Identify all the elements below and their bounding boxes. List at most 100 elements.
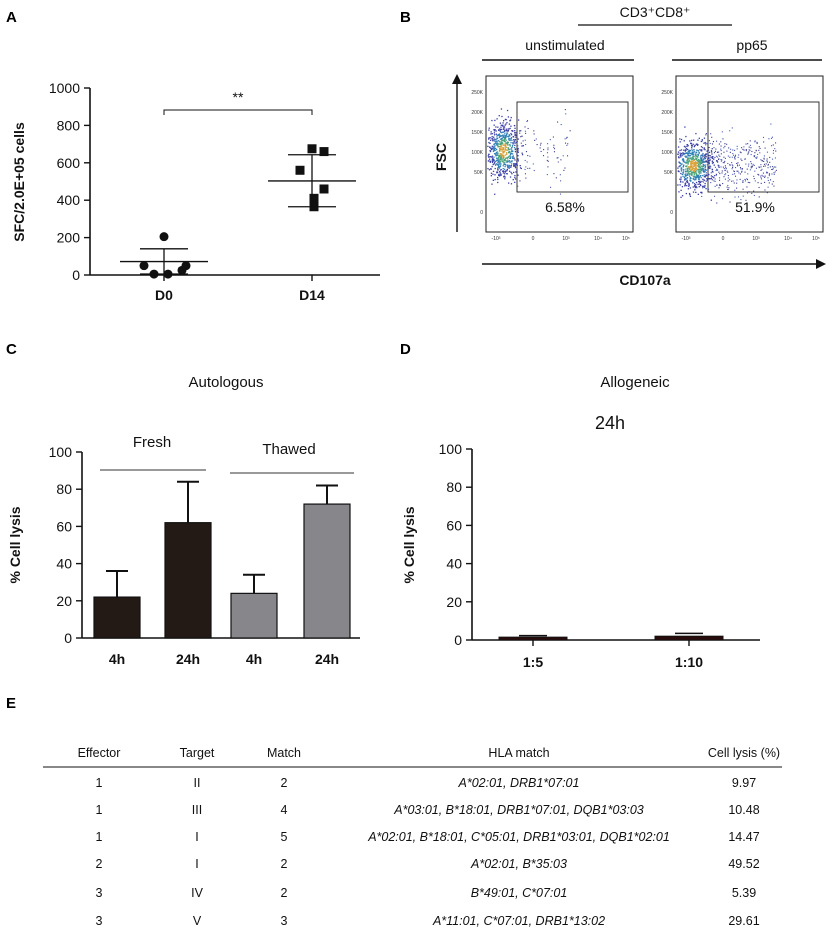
flow-event (689, 194, 691, 196)
flow-event (496, 118, 498, 120)
flow-event (708, 167, 710, 169)
flow-event (727, 155, 729, 157)
flow-event (739, 178, 741, 180)
panel-d-y-tick-label: 60 (446, 517, 462, 533)
table-header-cell: Effector (78, 746, 121, 760)
flow-event (730, 180, 733, 182)
flow-event (691, 146, 693, 148)
flow-event (519, 164, 521, 167)
flow-event (686, 148, 689, 151)
flow-event (732, 149, 734, 151)
flow-event (752, 163, 754, 165)
flow-event (495, 152, 497, 155)
flow-event (509, 135, 511, 137)
flow-event (713, 147, 715, 149)
flow-event (749, 182, 751, 184)
flow-event (505, 128, 507, 130)
flow-event (742, 195, 744, 197)
flow-event (497, 126, 499, 128)
flow-event (775, 142, 777, 144)
flow-event (764, 181, 766, 183)
flow-event (703, 181, 705, 183)
flow-event (507, 161, 509, 163)
flow-event (724, 160, 726, 162)
flow-event (721, 131, 723, 133)
flow-event (699, 170, 702, 172)
flow-event (694, 162, 696, 164)
flow-event (507, 149, 509, 151)
flow-event (500, 153, 502, 155)
flow-event (684, 185, 686, 187)
flow-event (503, 140, 505, 142)
flow-event (713, 176, 715, 179)
flow-event (702, 163, 704, 166)
flow-event (499, 146, 501, 148)
flow-event (695, 162, 697, 164)
panel-a-significance: ** (233, 89, 244, 105)
flow-event (768, 173, 770, 175)
panel-d-bar (654, 635, 724, 641)
flow-event (491, 136, 493, 138)
flow-event (686, 181, 689, 184)
flow-event (679, 154, 681, 157)
flow-event (546, 174, 548, 176)
flow-event (712, 171, 714, 173)
flow-event (704, 170, 706, 173)
flow-event (694, 166, 697, 168)
flow-event (753, 190, 755, 192)
flow-event (685, 156, 687, 159)
flow-event (683, 140, 685, 142)
flow-event (510, 171, 512, 174)
flow-event (714, 178, 716, 180)
flow-event (763, 158, 765, 160)
flow-event (500, 142, 502, 145)
flow-event (761, 160, 763, 162)
flow-event (756, 141, 758, 143)
flow-event (716, 184, 718, 186)
panel-b-subplot-title-1: unstimulated (525, 37, 604, 53)
flow-event (770, 145, 773, 147)
flow-event (514, 167, 517, 169)
flow-event (499, 165, 502, 167)
flow-event (497, 169, 499, 171)
flow-event (504, 159, 506, 162)
flow-event (751, 166, 753, 168)
flow-event (697, 144, 699, 146)
flow-event (686, 152, 688, 154)
flow-event (773, 166, 775, 168)
flow-event (763, 141, 765, 143)
flow-event (488, 153, 490, 156)
flow-event (734, 156, 736, 158)
flow-event (686, 179, 688, 182)
flow-event (509, 127, 511, 130)
flow-event (713, 158, 715, 160)
flow-event (761, 168, 763, 170)
flow-event (753, 164, 755, 166)
flow-event (768, 182, 770, 184)
table-cell: 1 (96, 830, 103, 844)
flow-event (704, 185, 706, 187)
flow-event (529, 167, 531, 169)
flow-event (757, 182, 759, 184)
flow-event (504, 134, 506, 136)
flow-event (546, 159, 548, 161)
flow-event (496, 144, 499, 146)
flow-event (684, 126, 686, 128)
flow-event (689, 187, 692, 189)
flow-event (729, 151, 731, 153)
flow-event (691, 169, 694, 171)
flow-event (705, 173, 707, 175)
flow-event (488, 158, 491, 160)
table-cell: A*11:01, C*07:01, DRB1*13:02 (432, 914, 605, 928)
flow-event (715, 169, 717, 172)
flow-event (693, 176, 696, 178)
flow-event (747, 153, 749, 155)
flow-event (697, 160, 699, 163)
flow-event (751, 192, 753, 195)
panel-a-point-d14 (307, 144, 317, 154)
flow-event (547, 166, 549, 168)
flow-event (494, 178, 496, 181)
flow-event (683, 145, 686, 148)
flow-event (734, 167, 737, 169)
flow-event (509, 155, 511, 157)
